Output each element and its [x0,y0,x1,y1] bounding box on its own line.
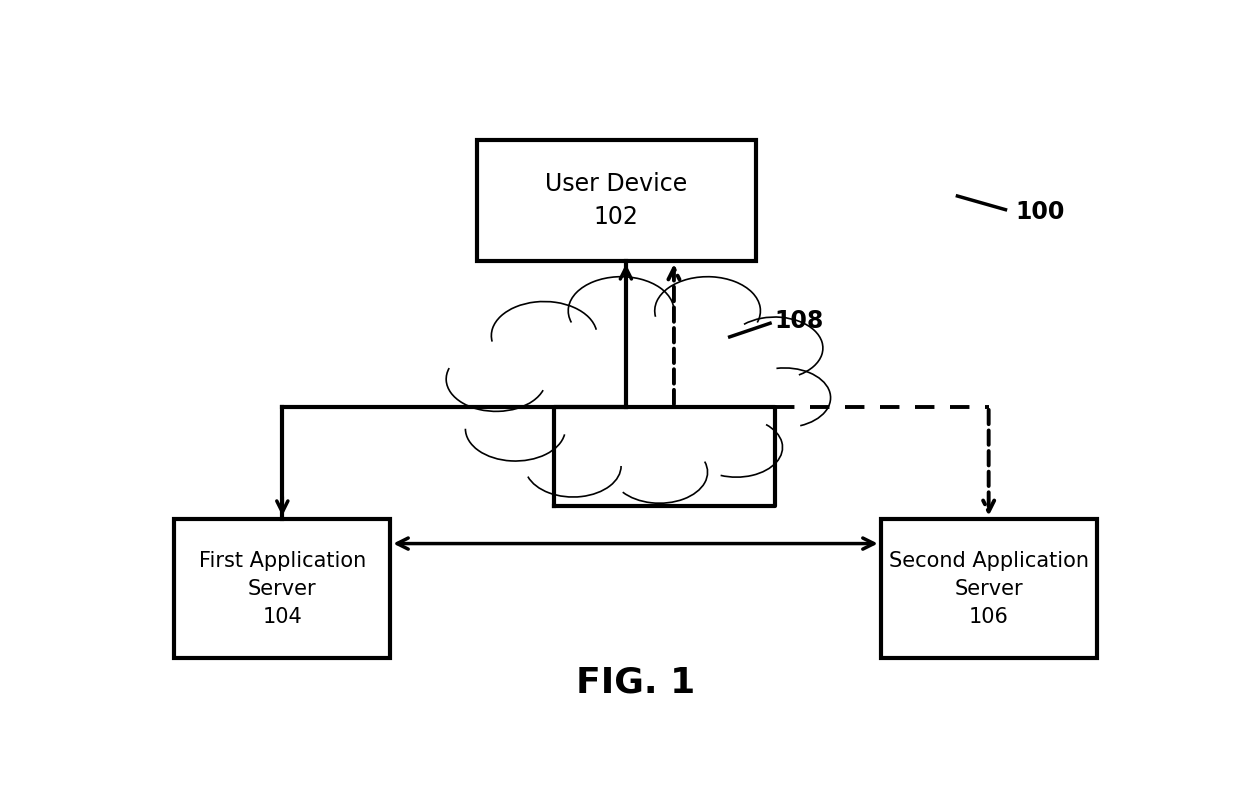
Text: 100: 100 [1016,200,1064,223]
FancyBboxPatch shape [880,519,1096,659]
Text: Second Application
Server
106: Second Application Server 106 [889,550,1089,626]
FancyBboxPatch shape [477,140,755,261]
Text: User Device
102: User Device 102 [546,172,687,230]
Text: FIG. 1: FIG. 1 [575,666,696,700]
FancyBboxPatch shape [174,519,391,659]
Text: 108: 108 [775,310,825,334]
Text: First Application
Server
104: First Application Server 104 [198,550,366,626]
